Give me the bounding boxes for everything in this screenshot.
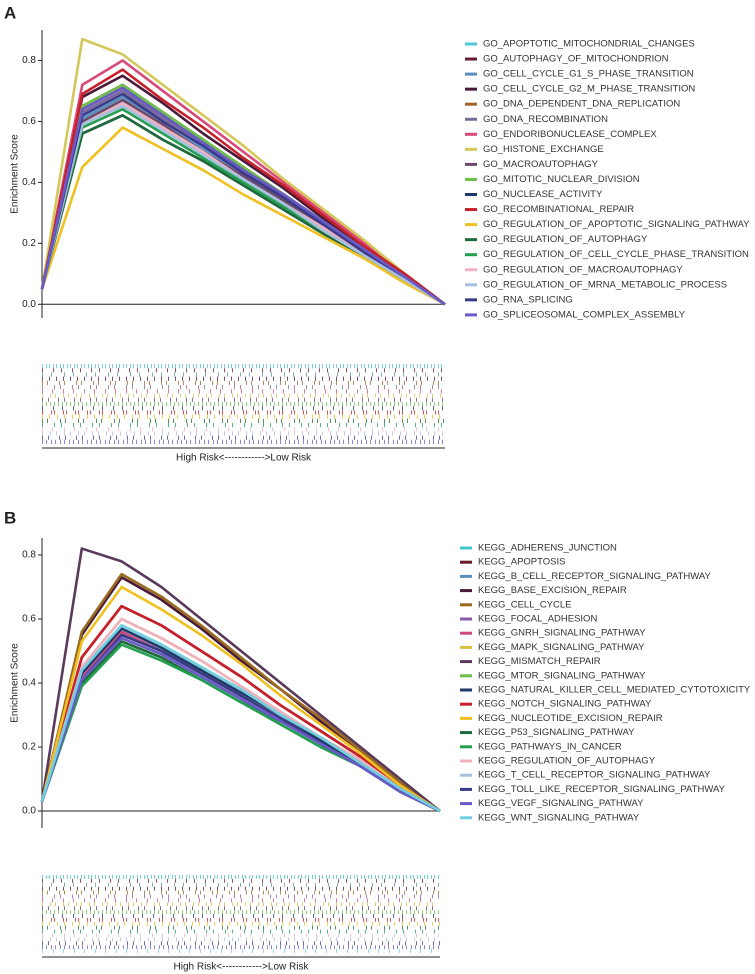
legend-label: KEGG_BASE_EXCISION_REPAIR <box>478 585 627 596</box>
enrichment-curve <box>40 37 446 306</box>
enrichment-curve <box>40 95 446 306</box>
enrichment-curve <box>40 101 446 306</box>
enrichment-curve <box>40 104 446 306</box>
legend-label: GO_AUTOPHAGY_OF_MITOCHONDRION <box>483 54 669 65</box>
legend-label: KEGG_APOPTOSIS <box>478 557 565 568</box>
legend-label: GO_CELL_CYCLE_G2_M_PHASE_TRANSITION <box>483 84 695 95</box>
enrichment-curve <box>40 114 446 306</box>
enrichment-curve <box>40 86 446 306</box>
legend-label: GO_CELL_CYCLE_G1_S_PHASE_TRANSITION <box>483 69 694 80</box>
enrichment-curve <box>40 643 441 813</box>
legend-label: KEGG_NATURAL_KILLER_CELL_MEDIATED_CYTOTO… <box>478 685 751 696</box>
y-axis-label: Enrichment Score <box>10 643 21 723</box>
y-tick-label: 0.6 <box>22 614 36 625</box>
enrichment-curve <box>40 624 441 813</box>
y-tick-label: 0.4 <box>22 678 36 689</box>
legend-label: KEGG_ADHERENS_JUNCTION <box>478 543 617 554</box>
enrichment-curve <box>40 572 441 813</box>
legend-label: KEGG_VEGF_SIGNALING_PATHWAY <box>478 798 644 809</box>
legend-label: GO_SPLICEOSOMAL_COMPLEX_ASSEMBLY <box>483 309 686 320</box>
enrichment-curve <box>40 59 446 306</box>
enrichment-curve <box>40 92 446 306</box>
panel-label: B <box>4 508 16 527</box>
panel-label: A <box>4 3 16 22</box>
legend-label: KEGG_MTOR_SIGNALING_PATHWAY <box>478 670 646 681</box>
legend-label: GO_RNA_SPLICING <box>483 294 573 305</box>
y-tick-label: 0.2 <box>22 742 36 753</box>
legend-label: GO_REGULATION_OF_MACROAUTOPHAGY <box>483 264 683 275</box>
legend-label: GO_NUCLEASE_ACTIVITY <box>483 189 603 200</box>
legend-label: GO_HISTONE_EXCHANGE <box>483 144 604 155</box>
x-axis-label: High Risk<------------>Low Risk <box>174 962 310 973</box>
enrichment-curve <box>40 126 446 306</box>
legend-label: GO_REGULATION_OF_APOPTOTIC_SIGNALING_PAT… <box>483 219 750 230</box>
legend-label: KEGG_CELL_CYCLE <box>478 599 571 610</box>
y-tick-label: 0.2 <box>22 238 36 249</box>
x-axis-label: High Risk<------------>Low Risk <box>176 453 312 464</box>
legend-label: GO_ENDORIBONUCLEASE_COMPLEX <box>483 129 657 140</box>
y-axis-label: Enrichment Score <box>10 134 21 214</box>
y-tick-label: 0.0 <box>22 806 36 817</box>
legend-label: KEGG_MISMATCH_REPAIR <box>478 656 601 667</box>
legend-label: GO_DNA_DEPENDENT_DNA_REPLICATION <box>483 99 680 110</box>
enrichment-curve <box>40 107 446 306</box>
legend-label: KEGG_FOCAL_ADHESION <box>478 614 597 625</box>
legend-label: KEGG_WNT_SIGNALING_PATHWAY <box>478 812 640 823</box>
legend-label: GO_REGULATION_OF_CELL_CYCLE_PHASE_TRANSI… <box>483 249 749 260</box>
legend-label: KEGG_TOLL_LIKE_RECEPTOR_SIGNALING_PATHWA… <box>478 784 726 795</box>
legend-label: KEGG_P53_SIGNALING_PATHWAY <box>478 727 635 738</box>
enrichment-curve <box>40 98 446 306</box>
y-tick-label: 0.4 <box>22 177 36 188</box>
enrichment-curve <box>40 547 441 813</box>
legend-label: GO_REGULATION_OF_AUTOPHAGY <box>483 234 648 245</box>
legend-label: KEGG_PATHWAYS_IN_CANCER <box>478 741 622 752</box>
enrichment-curve <box>40 89 446 306</box>
legend-label: KEGG_GNRH_SIGNALING_PATHWAY <box>478 628 646 639</box>
y-tick-label: 0.8 <box>22 55 36 66</box>
legend-label: GO_REGULATION_OF_MRNA_METABOLIC_PROCESS <box>483 279 727 290</box>
legend-label: KEGG_REGULATION_OF_AUTOPHAGY <box>478 756 656 767</box>
legend-label: KEGG_NOTCH_SIGNALING_PATHWAY <box>478 699 652 710</box>
legend-label: GO_MACROAUTOPHAGY <box>483 159 599 170</box>
enrichment-curve <box>40 114 446 306</box>
y-tick-label: 0.6 <box>22 116 36 127</box>
enrichment-curve <box>40 604 441 813</box>
enrichment-curve <box>40 636 441 813</box>
y-tick-label: 0.0 <box>22 299 36 310</box>
enrichment-curve <box>40 68 446 306</box>
legend-label: KEGG_MAPK_SIGNALING_PATHWAY <box>478 642 645 653</box>
enrichment-curve <box>40 101 446 306</box>
legend-label: GO_MITOTIC_NUCLEAR_DIVISION <box>483 174 640 185</box>
legend-label: GO_APOPTOTIC_MITOCHONDRIAL_CHANGES <box>483 39 695 50</box>
y-tick-label: 0.8 <box>22 550 36 561</box>
enrichment-curve <box>40 585 441 813</box>
legend-label: GO_DNA_RECOMBINATION <box>483 114 608 125</box>
legend-label: KEGG_T_CELL_RECEPTOR_SIGNALING_PATHWAY <box>478 770 711 781</box>
legend-label: KEGG_NUCLEOTIDE_EXCISION_REPAIR <box>478 713 663 724</box>
legend-label: GO_RECOMBINATIONAL_REPAIR <box>483 204 634 215</box>
enrichment-curve <box>40 617 441 813</box>
legend-label: KEGG_B_CELL_RECEPTOR_SIGNALING_PATHWAY <box>478 571 711 582</box>
